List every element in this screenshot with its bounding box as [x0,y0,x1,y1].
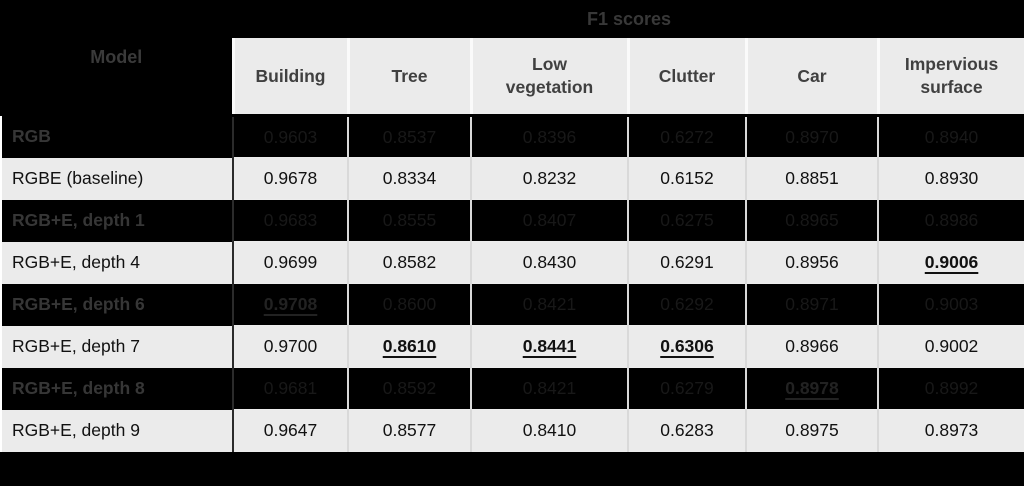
table-row: RGB+E, depth 8 0.9681 0.8592 0.8421 0.6279 0.… [0,367,1024,410]
score-cell: 0.8232 [470,157,629,200]
score-cell: 0.8970 [745,115,879,158]
score-cell: 0.9683 [232,199,349,242]
column-header-building: Building [231,38,350,117]
score-cell: 0.8930 [876,157,1024,200]
score-cell: 0.8600 [347,283,472,326]
score-cell: 0.9699 [232,241,349,284]
score-cell: 0.6291 [627,241,747,284]
score-cell: 0.6279 [627,367,747,410]
table-row: RGB+E, depth 1 0.9683 0.8555 0.8407 0.6275 0.… [0,199,1024,242]
model-name-cell: RGB+E, depth 9 [0,409,234,452]
score-cell: 0.8430 [470,241,629,284]
table-row: RGB+E, depth 9 0.9647 0.8577 0.8410 0.6283 0.… [0,409,1024,452]
score-cell: 0.9700 [232,325,349,368]
table-row: RGB+E, depth 4 0.9699 0.8582 0.8430 0.6291 0.… [0,241,1024,284]
model-name-cell: RGB+E, depth 4 [0,241,234,284]
score-cell: 0.8956 [745,241,879,284]
score-cell: 0.8582 [347,241,472,284]
score-cell: 0.8992 [876,367,1024,410]
score-cell-best: 0.8978 [745,367,879,410]
model-name-cell: RGB+E, depth 8 [0,367,234,410]
score-cell: 0.9647 [232,409,349,452]
score-cell: 0.8965 [745,199,879,242]
table-row: RGBE (baseline) 0.9678 0.8334 0.8232 0.6152 0… [0,157,1024,200]
score-cell: 0.8407 [470,199,629,242]
model-name-cell: RGB+E, depth 6 [0,283,234,326]
model-name-cell: RGB+E, depth 7 [0,325,234,368]
score-cell: 0.8410 [470,409,629,452]
score-cell-best: 0.8441 [470,325,629,368]
model-column-header: Model [1,0,233,116]
score-cell: 0.8334 [347,157,472,200]
score-cell: 0.8966 [745,325,879,368]
f1-scores-table: Model F1 scores Building Tree Low vegetati… [0,0,1024,452]
model-name-cell: RGB [0,115,234,158]
table-row: RGB+E, depth 7 0.9700 0.8610 0.8441 0.6306 0.… [0,325,1024,368]
score-cell: 0.9003 [876,283,1024,326]
f1-scores-group-header: F1 scores [233,0,1024,38]
score-cell: 0.8973 [876,409,1024,452]
score-cell-best: 0.8610 [347,325,472,368]
score-cell: 0.8421 [470,367,629,410]
column-headers-row: Building Tree Low vegetation Clutter Car Impe… [1,38,1024,117]
score-cell: 0.8396 [470,115,629,158]
score-cell: 0.6272 [627,115,747,158]
column-header-car: Car [744,38,880,117]
model-name-cell: RGB+E, depth 1 [0,199,234,242]
score-cell-best: 0.6306 [627,325,747,368]
table-row: RGB 0.9603 0.8537 0.8396 0.6272 0.8970 0.8940 [0,115,1024,158]
score-cell: 0.9603 [232,115,349,158]
score-cell: 0.8537 [347,115,472,158]
header-group-row: Model F1 scores [1,0,1024,116]
table-header: Model F1 scores Building Tree Low vegetati… [1,0,1024,117]
score-cell: 0.9678 [232,157,349,200]
table-row: RGB+E, depth 6 0.9708 0.8600 0.8421 0.6292 0.… [0,283,1024,326]
column-header-low-vegetation: Low vegetation [469,38,630,117]
score-cell-best: 0.9708 [232,283,349,326]
score-cell: 0.6283 [627,409,747,452]
score-cell: 0.9681 [232,367,349,410]
column-header-clutter: Clutter [626,38,748,117]
score-cell: 0.8421 [470,283,629,326]
score-cell: 0.6152 [627,157,747,200]
score-cell: 0.6292 [627,283,747,326]
score-cell: 0.8577 [347,409,472,452]
score-cell-best: 0.9006 [876,241,1024,284]
column-header-tree: Tree [346,38,473,117]
table-body: RGB 0.9603 0.8537 0.8396 0.6272 0.8970 0.8940 R… [0,115,1024,452]
score-cell: 0.8940 [876,115,1024,158]
model-name-cell: RGBE (baseline) [0,157,234,200]
score-cell: 0.8592 [347,367,472,410]
score-cell: 0.6275 [627,199,747,242]
score-cell: 0.8986 [876,199,1024,242]
score-cell: 0.8971 [745,283,879,326]
score-cell: 0.9002 [876,325,1024,368]
score-cell: 0.8851 [745,157,879,200]
column-header-impervious-surface: Impervious surface [876,38,1024,117]
score-cell: 0.8975 [745,409,879,452]
score-cell: 0.8555 [347,199,472,242]
